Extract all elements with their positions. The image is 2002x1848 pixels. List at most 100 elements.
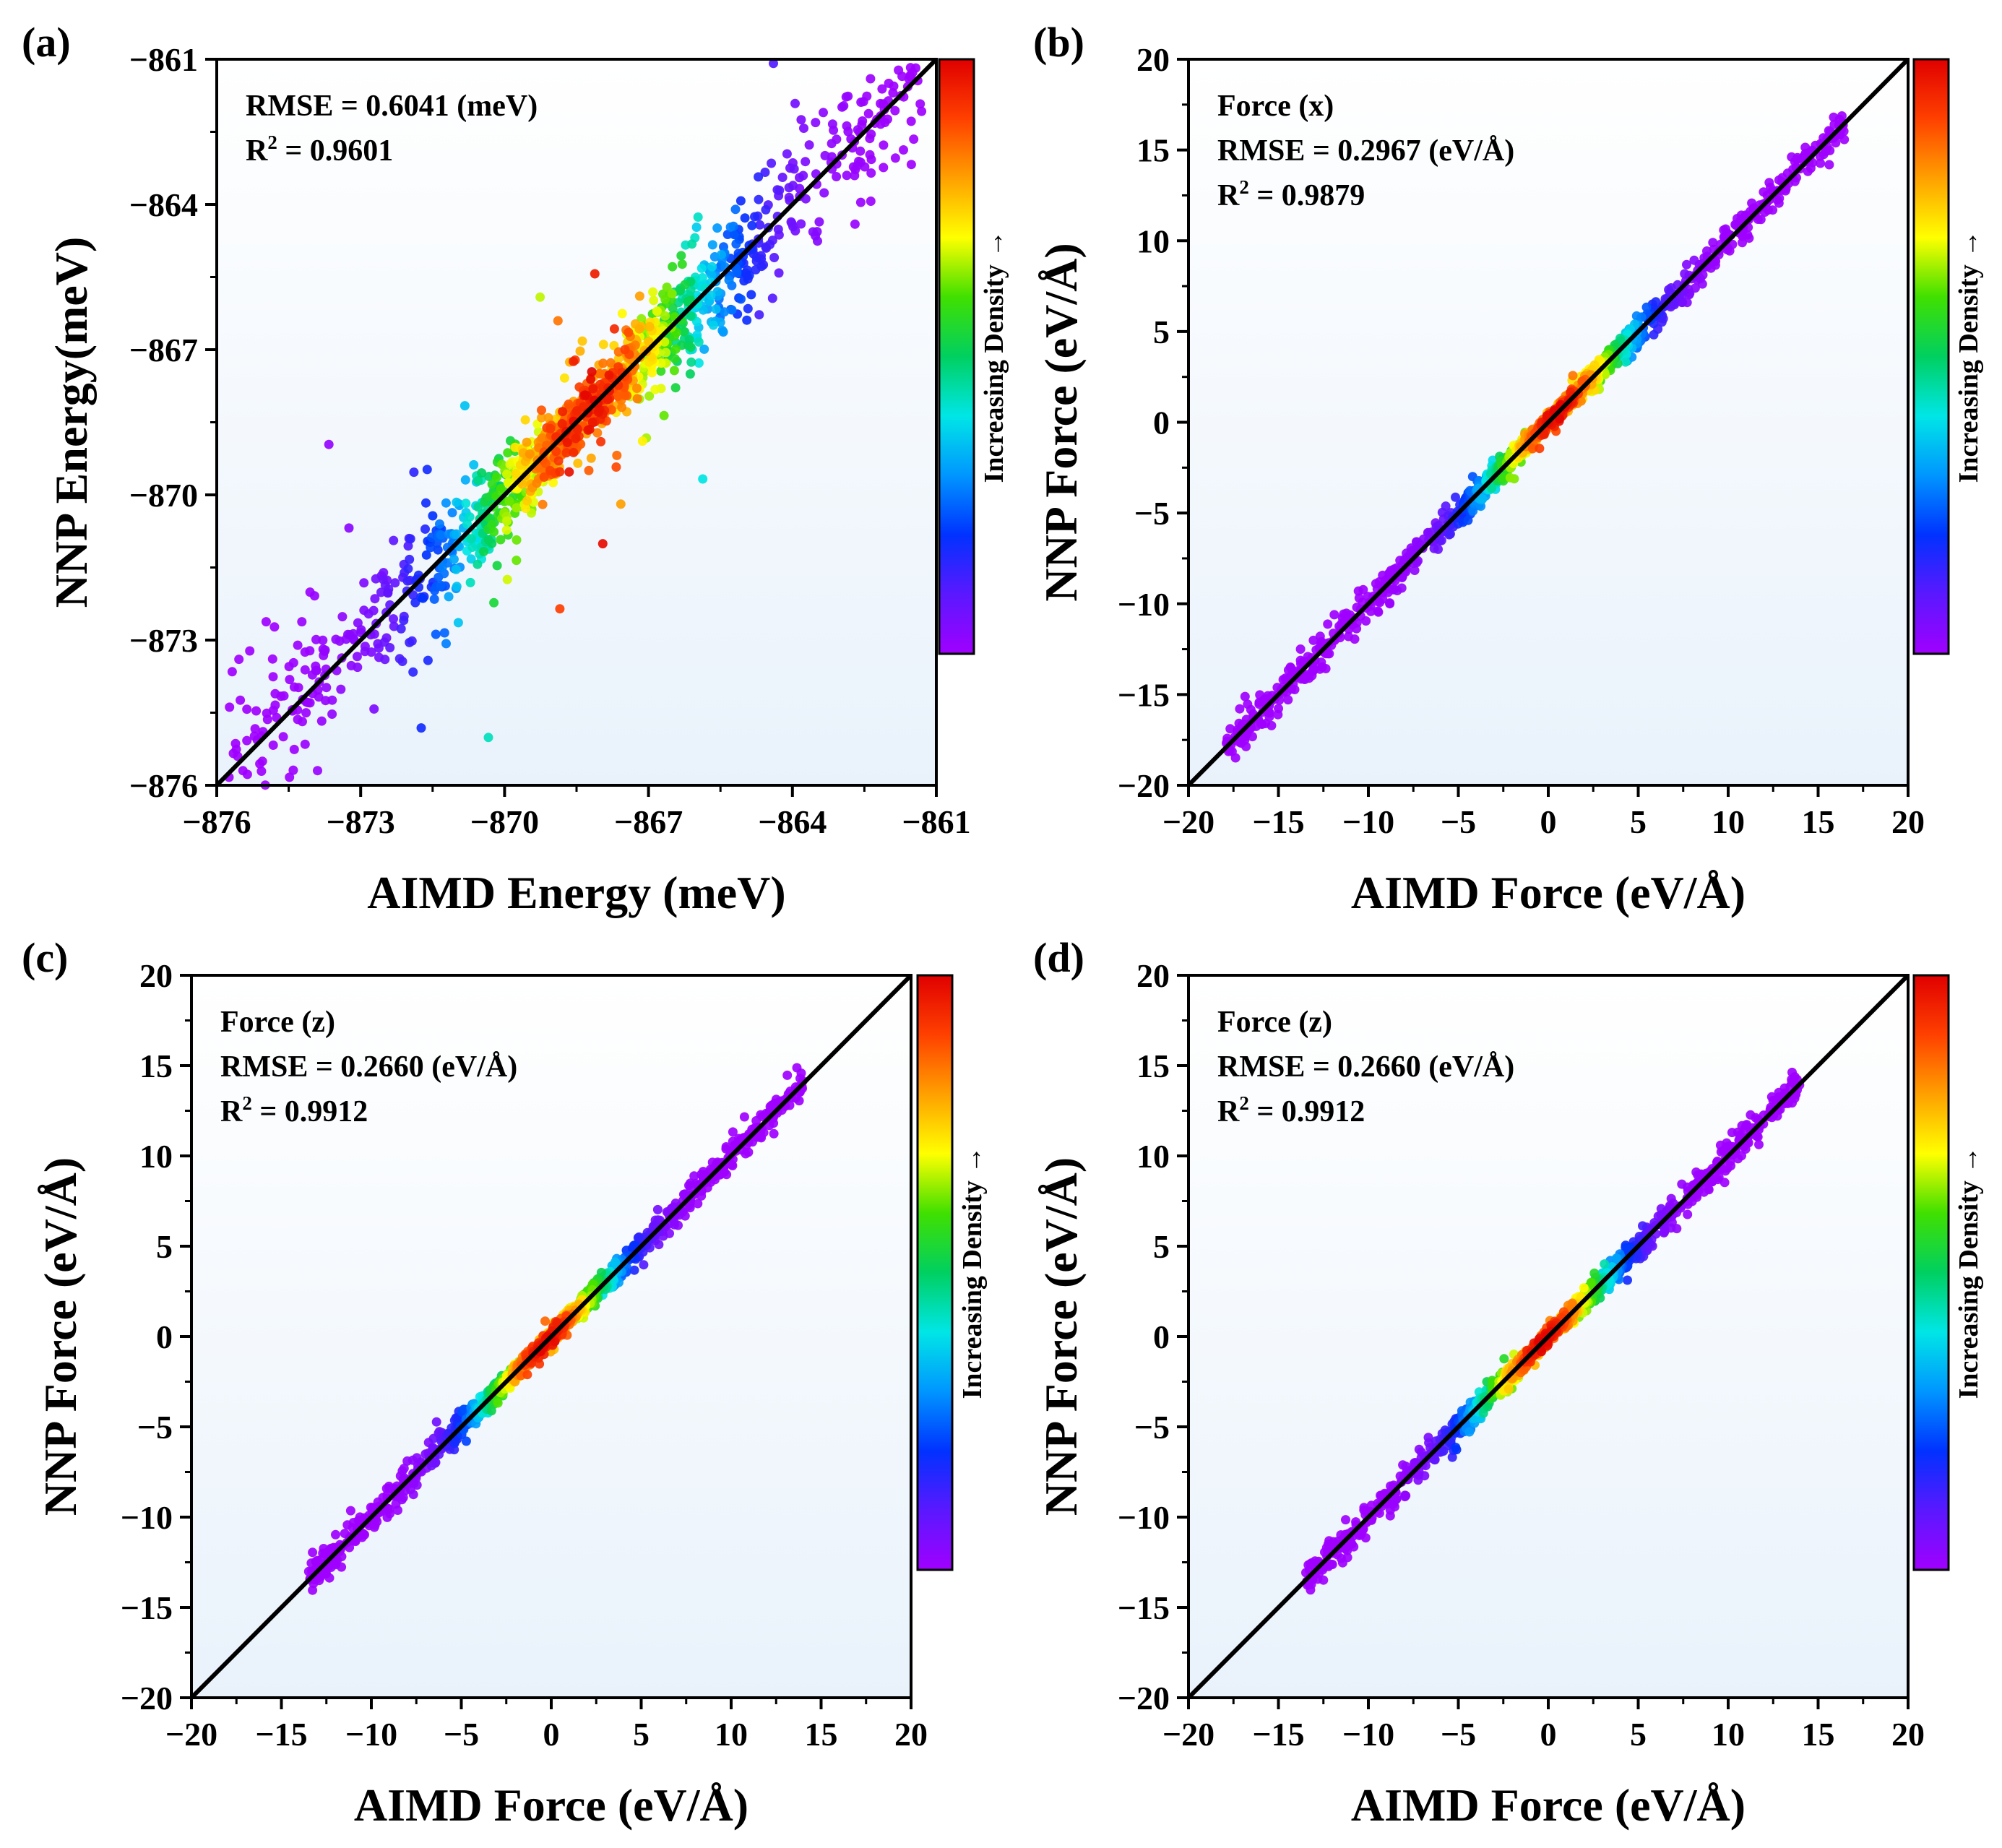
scatter-point	[863, 108, 873, 118]
scatter-point	[754, 172, 764, 182]
scatter-point	[522, 1370, 532, 1380]
scatter-point	[489, 527, 499, 537]
scatter-point	[827, 139, 837, 149]
scatter-point	[366, 647, 376, 657]
scatter-point	[617, 402, 627, 413]
scatter-point	[843, 91, 853, 101]
scatter-point	[598, 340, 608, 350]
scatter-point	[420, 524, 430, 534]
x-tick-label: 5	[633, 1716, 650, 1753]
scatter-point	[755, 220, 765, 230]
scatter-point	[313, 766, 322, 776]
scatter-point	[572, 424, 582, 434]
scatter-point	[656, 358, 666, 368]
scatter-point	[706, 290, 716, 301]
scatter-point	[337, 612, 348, 622]
scatter-point	[311, 665, 322, 675]
x-tick-label: −867	[614, 803, 683, 840]
scatter-point	[590, 269, 600, 279]
scatter-point	[1323, 619, 1333, 629]
scatter-point	[814, 217, 824, 227]
scatter-point	[553, 456, 564, 466]
scatter-point	[447, 508, 457, 518]
y-tick-label: −15	[1118, 676, 1170, 713]
scatter-point	[1727, 1128, 1737, 1138]
scatter-point	[1433, 544, 1443, 554]
scatter-point	[1273, 709, 1283, 720]
scatter-point	[1774, 175, 1784, 185]
scatter-point	[592, 428, 603, 438]
annotation-text: RMSE = 0.2660 (eV/Å)	[220, 1050, 517, 1084]
scatter-point	[699, 344, 709, 354]
scatter-point	[537, 413, 547, 423]
annotation-superscript: 2	[242, 1092, 252, 1114]
scatter-point	[430, 1458, 440, 1468]
scatter-point	[1477, 493, 1488, 504]
scatter-point	[866, 168, 876, 178]
scatter-point	[561, 448, 571, 458]
scatter-point	[603, 394, 613, 405]
scatter-point	[707, 240, 717, 250]
y-tick-label: 5	[156, 1228, 173, 1265]
scatter-point	[669, 366, 679, 376]
scatter-point	[267, 654, 277, 664]
scatter-point	[278, 732, 288, 742]
x-tick-label: −864	[758, 803, 827, 840]
scatter-point	[465, 512, 475, 522]
r-squared-annotation: R2 = 0.9601	[246, 131, 393, 168]
scatter-point	[820, 150, 830, 160]
scatter-point	[1682, 259, 1691, 269]
scatter-point	[548, 478, 558, 488]
scatter-point	[242, 704, 252, 714]
scatter-point	[324, 439, 334, 449]
scatter-point	[1360, 1533, 1371, 1543]
scatter-point	[1235, 704, 1245, 714]
scatter-point	[538, 499, 548, 509]
x-tick-label: 5	[1630, 803, 1647, 840]
scatter-point	[261, 617, 271, 627]
scatter-point	[558, 407, 568, 417]
scatter-point	[473, 502, 483, 512]
x-tick-label: −873	[327, 803, 395, 840]
scatter-point	[521, 504, 531, 514]
scatter-point	[331, 1529, 340, 1540]
scatter-point	[504, 496, 514, 506]
scatter-point	[644, 337, 654, 347]
scatter-point	[251, 706, 262, 716]
y-tick-label: 15	[139, 1048, 173, 1084]
scatter-point	[694, 358, 704, 368]
scatter-point	[1787, 152, 1797, 162]
scatter-point	[906, 116, 916, 126]
scatter-point	[461, 498, 471, 509]
scatter-point	[616, 499, 626, 509]
scatter-point	[1803, 166, 1813, 176]
scatter-point	[473, 559, 483, 569]
x-tick-label: −15	[1252, 803, 1304, 840]
scatter-point	[754, 310, 764, 320]
scatter-point	[1760, 207, 1770, 217]
scatter-point	[735, 196, 746, 206]
scatter-point	[449, 554, 459, 564]
scatter-point	[1746, 1110, 1756, 1120]
scatter-point	[535, 292, 545, 302]
scatter-point	[1787, 1067, 1797, 1077]
scatter-point	[502, 516, 512, 526]
scatter-point	[557, 419, 567, 428]
scatter-point	[888, 88, 898, 98]
scatter-point	[639, 1260, 649, 1270]
scatter-point	[722, 230, 733, 239]
scatter-point	[555, 604, 565, 614]
scatter-point	[353, 662, 363, 673]
scatter-point	[270, 700, 280, 710]
scatter-point	[496, 535, 506, 545]
scatter-point	[345, 630, 355, 639]
scatter-point	[909, 134, 919, 144]
scatter-point	[827, 119, 837, 129]
scatter-point	[785, 163, 795, 173]
scatter-point	[1321, 664, 1331, 673]
scatter-point	[707, 262, 717, 272]
y-tick-label: 15	[1136, 132, 1170, 169]
scatter-point	[680, 280, 690, 290]
scatter-point	[525, 449, 535, 459]
scatter-point	[423, 655, 433, 665]
